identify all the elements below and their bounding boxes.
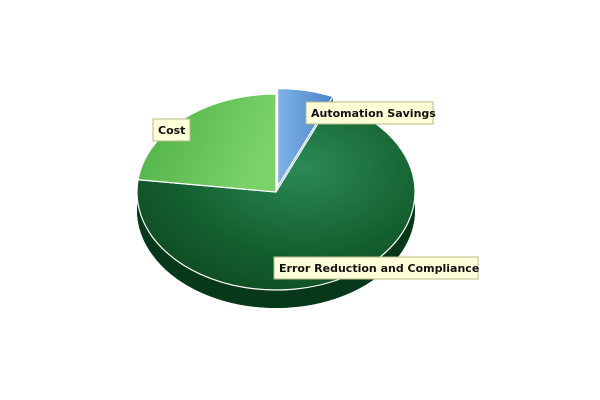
data-label-text: Cost xyxy=(158,124,185,137)
pie-slice-cost[interactable] xyxy=(137,93,277,193)
data-label-2: Cost xyxy=(152,118,191,142)
data-label-0: Automation Savings xyxy=(305,101,436,125)
data-label-1: Error Reduction and Compliance xyxy=(273,256,479,280)
data-label-text: Error Reduction and Compliance xyxy=(279,262,479,275)
pie-labels-layer: Automation Savings Error Reduction and Co… xyxy=(152,101,479,280)
data-label-box xyxy=(305,101,434,125)
data-label-box xyxy=(152,118,191,142)
data-label-text: Automation Savings xyxy=(311,107,436,120)
data-label-box xyxy=(273,256,479,280)
pie-top-layer xyxy=(136,87,416,291)
